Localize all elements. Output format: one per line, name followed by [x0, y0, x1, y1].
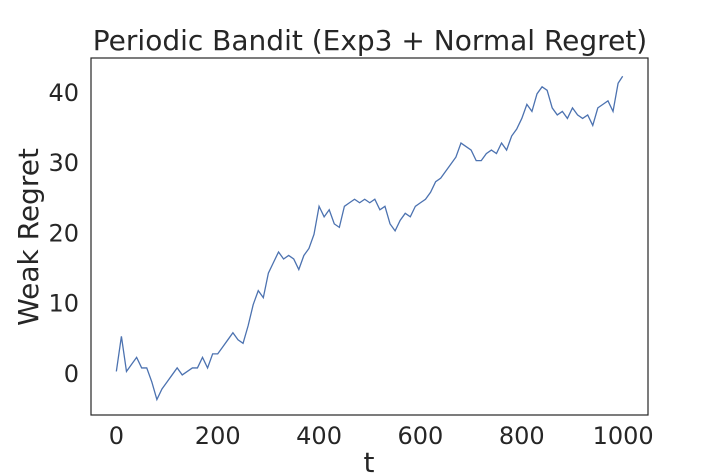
- y-tick-label: 40: [48, 79, 79, 107]
- x-tick-label: 400: [296, 422, 342, 450]
- y-tick-label: 0: [64, 360, 79, 388]
- y-tick-label: 10: [48, 290, 79, 318]
- chart-title: Periodic Bandit (Exp3 + Normal Regret): [93, 24, 647, 57]
- x-tick-label: 600: [398, 422, 444, 450]
- x-tick-label: 1000: [593, 422, 654, 450]
- y-axis-label: Weak Regret: [12, 148, 45, 326]
- y-tick-label: 30: [48, 149, 79, 177]
- data-line: [115, 75, 624, 402]
- x-tick-label: 800: [499, 422, 545, 450]
- x-tick-label: 0: [109, 422, 124, 450]
- x-axis-label: t: [364, 446, 375, 475]
- plot-frame: [90, 57, 649, 416]
- x-tick-label: 200: [195, 422, 241, 450]
- y-tick-label: 20: [48, 219, 79, 247]
